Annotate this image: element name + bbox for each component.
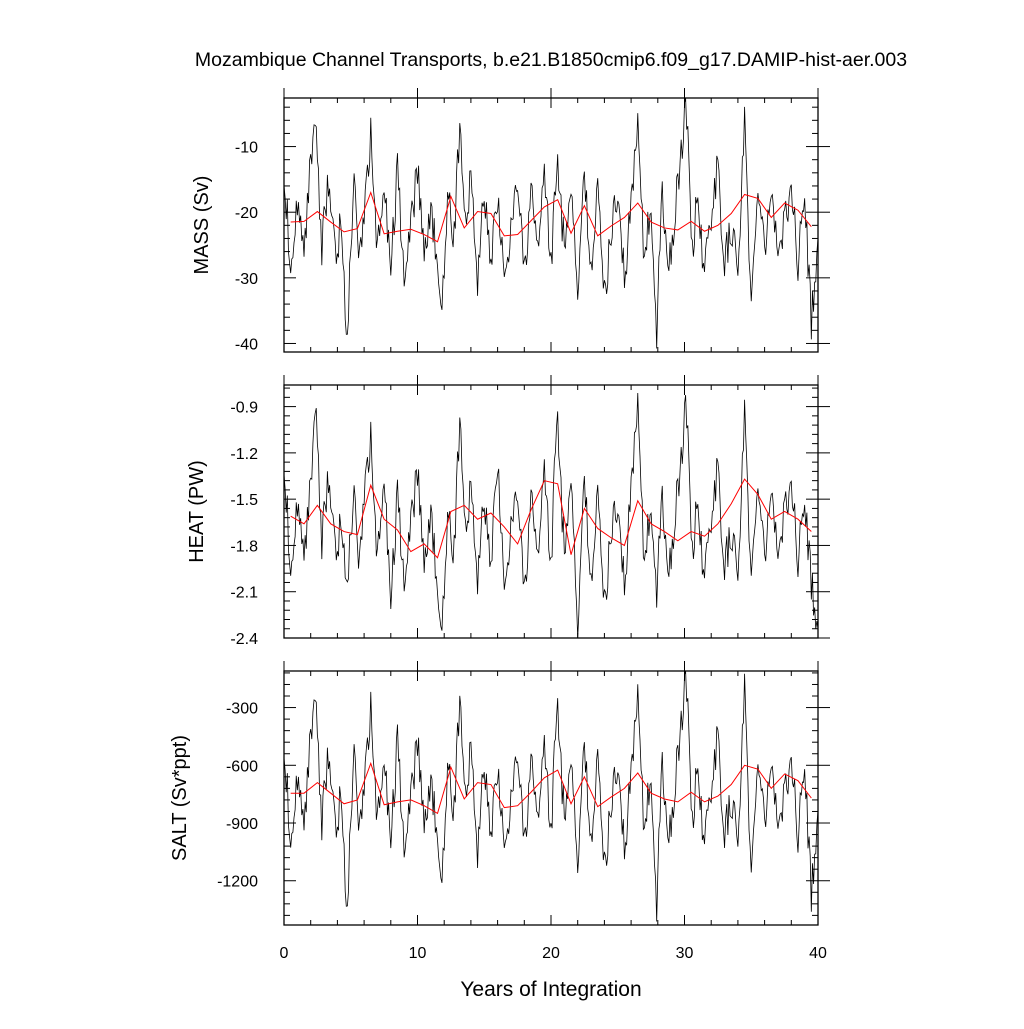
y-tick-label: -1200 bbox=[217, 874, 258, 891]
y-tick-label: -2.1 bbox=[230, 585, 258, 602]
panel-mass: -40 -30 -20 -10 MASS (Sv) bbox=[191, 88, 830, 353]
y-tick-label: -900 bbox=[226, 816, 258, 833]
series-annual-mass bbox=[290, 190, 812, 243]
y-axis-label: MASS (Sv) bbox=[191, 176, 213, 275]
y-tick-label: -1.5 bbox=[230, 492, 258, 509]
plot-frame bbox=[283, 97, 819, 353]
y-tick-label: -30 bbox=[235, 271, 258, 288]
y-tick-label: -10 bbox=[235, 140, 258, 157]
y-axis-label: SALT (Sv*ppt) bbox=[169, 735, 191, 861]
y-tick-label: -2.4 bbox=[230, 631, 258, 648]
x-tick-label: 40 bbox=[809, 945, 827, 962]
series-monthly-salt bbox=[284, 671, 818, 922]
x-axis-label: Years of Integration bbox=[460, 978, 641, 1001]
panel-heat: -2.4 -2.1 -1.8 -1.5 -1.2 -0.9 HEAT (PW) bbox=[186, 375, 830, 648]
x-tick-label: 0 bbox=[280, 945, 289, 962]
x-tick-label: 30 bbox=[676, 945, 694, 962]
series-monthly-mass bbox=[284, 98, 818, 349]
series-annual-salt bbox=[290, 761, 812, 815]
y-tick-label: -1.2 bbox=[230, 446, 258, 463]
x-tick-label: 20 bbox=[542, 945, 560, 962]
y-tick-label: -20 bbox=[235, 205, 258, 222]
y-tick-label: -600 bbox=[226, 758, 258, 775]
series-annual-heat bbox=[290, 478, 812, 559]
chart-title: Mozambique Channel Transports, b.e21.B18… bbox=[195, 49, 907, 71]
y-tick-label: -1.8 bbox=[230, 538, 258, 555]
y-axis-label: HEAT (PW) bbox=[186, 460, 208, 563]
y-tick-label: -0.9 bbox=[230, 400, 258, 417]
plot-frame bbox=[283, 670, 819, 926]
series-monthly-heat bbox=[284, 392, 818, 638]
y-tick-label: -300 bbox=[226, 701, 258, 718]
panel-salt: 0 10 20 30 40 -1200 -900 -600 -300 SALT (Sv*ppt) bbox=[169, 661, 830, 962]
x-tick-label: 10 bbox=[409, 945, 427, 962]
y-tick-label: -40 bbox=[235, 336, 258, 353]
